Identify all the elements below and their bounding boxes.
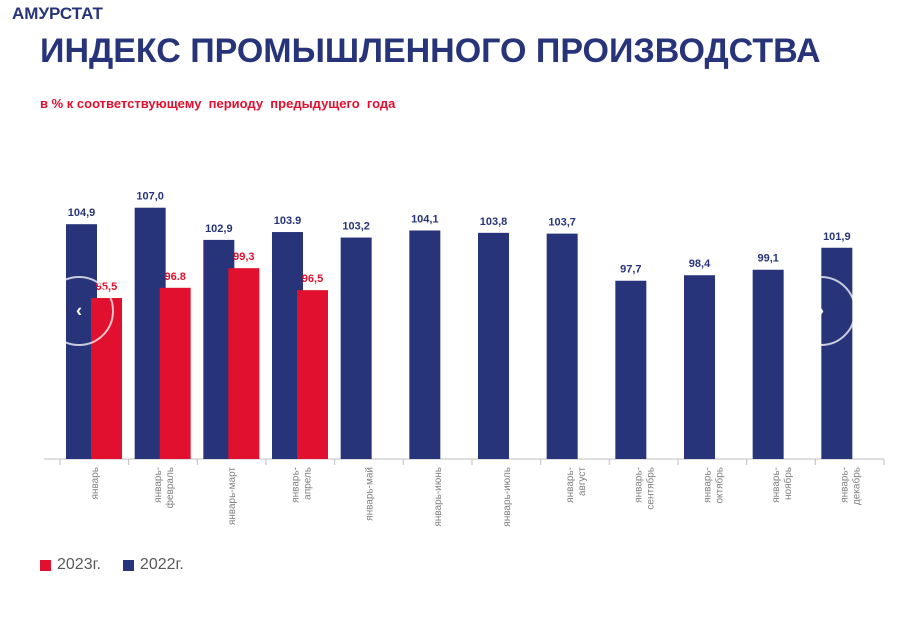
data-label-2022: 102,9: [205, 223, 233, 235]
chevron-left-icon: ‹: [76, 300, 82, 321]
data-label-2022: 99,1: [757, 253, 778, 265]
data-label-2022: 103,8: [480, 216, 508, 228]
x-tick-label: январь: [90, 467, 101, 499]
data-label-2022: 103,7: [548, 217, 576, 229]
x-tick-label: январь-октябрь: [702, 467, 725, 504]
data-label-2022: 107,0: [136, 191, 164, 203]
legend-label-2022: 2022г.: [139, 556, 184, 573]
x-tick-label: январь-май: [365, 467, 376, 521]
x-tick-label: январь-июнь: [433, 467, 444, 527]
brand-label: АМУРСТАТ: [12, 4, 103, 23]
chevron-right-icon: ›: [818, 300, 824, 321]
x-tick-label: январь-апрель: [290, 467, 313, 503]
data-label-2023: 96,5: [302, 273, 323, 285]
data-label-2022: 98,4: [689, 258, 711, 270]
x-tick-label: январь-июль: [502, 467, 513, 527]
data-label-2022: 103,2: [342, 221, 370, 233]
legend-swatch-2023: [40, 559, 51, 571]
x-tick-label: январь-декабрь: [840, 467, 863, 505]
x-tick-label: январь-ноябрь: [771, 467, 794, 503]
bar-2022: [340, 237, 372, 459]
x-tick-label: январь-сентябрь: [634, 467, 657, 510]
bar-2022: [409, 230, 441, 459]
chart-legend: 2023г. 2022г.: [40, 556, 206, 574]
bar-2023: [297, 290, 328, 459]
data-label-2022: 101,9: [823, 231, 851, 243]
page-title: ИНДЕКС ПРОМЫШЛЕННОГО ПРОИЗВОДСТВА: [40, 32, 821, 70]
bar-2023: [228, 268, 260, 459]
legend-swatch-2022: [122, 559, 134, 571]
bar-2022: [615, 280, 647, 459]
x-tick-label: январь-март: [227, 467, 238, 526]
bar-2022: [752, 269, 784, 459]
legend-item-2022: 2022г.: [122, 556, 184, 574]
bar-2022: [546, 233, 578, 459]
bar-2022: [684, 275, 715, 459]
data-label-2022: 104,1: [411, 213, 439, 225]
data-label-2023: 99,3: [233, 251, 254, 263]
legend-item-2023: 2023г.: [40, 556, 101, 574]
data-label-2022: 97,7: [620, 264, 641, 276]
prev-slide-button[interactable]: ‹: [44, 276, 114, 346]
next-slide-button[interactable]: ›: [786, 276, 856, 346]
data-label-2022: 104,9: [68, 207, 96, 219]
x-tick-label: январь-февраль: [153, 467, 176, 508]
bar-2022: [478, 232, 509, 459]
data-label-2023: 96.8: [164, 271, 185, 283]
data-label-2022: 103.9: [274, 215, 302, 227]
chart-subtitle: в % к соответствующему периоду предыдуще…: [40, 96, 396, 111]
x-tick-label: январь-август: [565, 467, 588, 503]
legend-label-2023: 2023г.: [57, 556, 101, 573]
bar-2023: [159, 287, 191, 459]
